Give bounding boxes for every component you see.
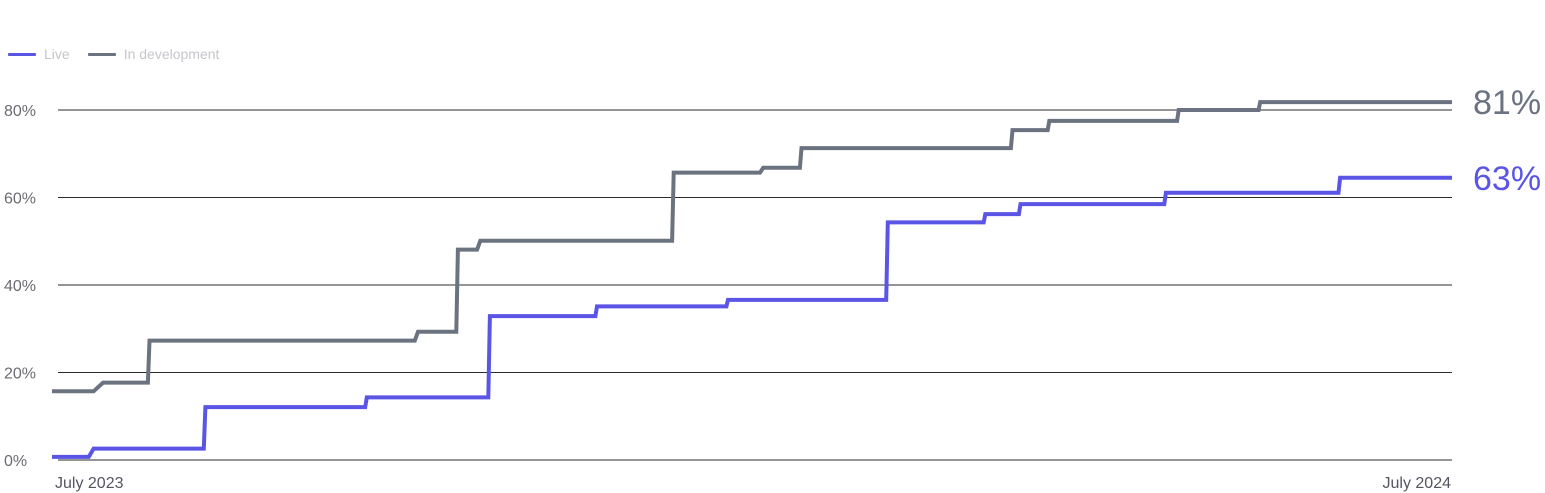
legend-item-live[interactable]: Live [8,46,70,62]
y-tick-label-0: 0% [4,453,27,470]
y-tick-label-40: 40% [4,278,36,295]
y-tick-label-60: 60% [4,191,36,208]
legend-label-live: Live [44,46,70,62]
y-tick-label-80: 80% [4,103,36,120]
legend-swatch-live [8,52,36,56]
legend-item-in-development[interactable]: In development [87,46,220,62]
end-value-label-live: 63% [1473,160,1541,198]
y-tick-label-20: 20% [4,366,36,383]
legend-swatch-in-development [87,52,116,56]
legend-label-in-development: In development [123,46,220,62]
series-line-in-development [52,100,1452,394]
end-value-label-in-development: 81% [1473,84,1541,122]
series-line-live [52,175,1452,459]
legend: Live In development [8,46,219,62]
x-tick-label-start: July 2023 [55,475,124,492]
x-tick-label-end: July 2024 [1383,475,1452,492]
